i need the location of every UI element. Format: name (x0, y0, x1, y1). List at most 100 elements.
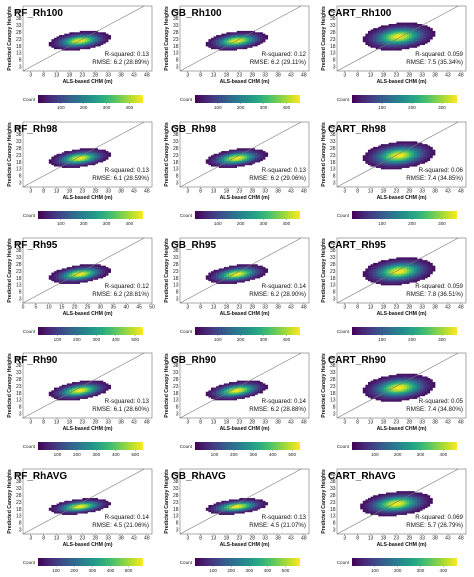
density-cell (244, 46, 248, 48)
density-cell (241, 390, 245, 393)
y-tick-label: 28 (173, 30, 179, 36)
density-cell (375, 148, 379, 150)
density-cell (365, 268, 369, 271)
density-cell (370, 500, 374, 503)
density-cell (74, 44, 78, 47)
density-cell (391, 268, 395, 271)
density-cell (424, 379, 428, 381)
density-cell (380, 279, 384, 282)
density-cell (252, 44, 256, 47)
density-cell (388, 278, 392, 280)
density-cell (380, 513, 384, 515)
density-cell (97, 269, 101, 272)
density-cell (429, 155, 433, 157)
density-cell (388, 500, 392, 503)
density-cell (64, 271, 68, 273)
density-cell (74, 394, 78, 397)
density-cell (74, 280, 78, 283)
density-cell (424, 159, 428, 162)
density-cell (56, 44, 60, 47)
density-cell (383, 40, 387, 43)
density-cell (396, 397, 400, 399)
density-cell (102, 382, 106, 384)
density-cell (396, 268, 400, 271)
density-cell (396, 499, 400, 502)
density-cell (414, 280, 418, 283)
density-cell (411, 503, 415, 506)
density-cell (223, 47, 227, 50)
density-cell (419, 379, 423, 381)
density-cell (404, 393, 407, 395)
density-cell (419, 383, 423, 386)
density-cell (61, 278, 65, 280)
density-cell (66, 153, 70, 156)
density-cell (231, 153, 235, 156)
density-cell (414, 257, 418, 260)
density-cell (64, 268, 68, 271)
density-cell (244, 269, 248, 272)
density-cell (373, 264, 376, 266)
density-cell (398, 498, 402, 500)
density-cell (259, 384, 263, 387)
density-cell (72, 153, 75, 156)
density-cell (398, 40, 402, 43)
density-cell (53, 47, 57, 50)
density-cell (72, 500, 75, 503)
density-cell (51, 276, 55, 279)
density-cell (419, 390, 423, 393)
density-cell (92, 504, 96, 507)
colorbar-tick-label: 200 (408, 221, 416, 226)
density-cell (409, 495, 413, 497)
density-cell (61, 44, 65, 47)
density-cell (236, 36, 240, 39)
density-cell (244, 504, 248, 507)
density-cell (239, 380, 243, 383)
colorbar-tick-label: 300 (103, 105, 111, 110)
x-tick-label: 38 (432, 420, 438, 426)
density-cell (378, 160, 382, 163)
density-cell (373, 155, 376, 157)
density-cell (234, 32, 238, 34)
density-cell (92, 386, 96, 388)
density-cell (208, 507, 212, 510)
density-cell (409, 22, 413, 25)
density-cell (74, 152, 78, 155)
density-cell (429, 382, 433, 384)
density-cell (429, 269, 433, 272)
density-cell (231, 149, 235, 152)
density-cell (53, 156, 57, 159)
density-cell (388, 391, 392, 394)
density-cell (391, 167, 395, 170)
density-cell (249, 388, 253, 391)
density-cell (365, 504, 369, 507)
density-cell (231, 265, 235, 268)
density-cell (216, 47, 219, 50)
x-tick-label: 43 (288, 73, 294, 79)
density-cell (398, 155, 402, 157)
density-cell (370, 157, 374, 160)
density-cell (79, 394, 83, 397)
density-cell (373, 33, 376, 36)
density-cell (378, 26, 382, 29)
density-cell (362, 275, 366, 278)
density-cell (404, 166, 407, 168)
density-cell (401, 29, 405, 32)
density-cell (388, 376, 392, 379)
density-cell (409, 265, 413, 268)
density-cell (414, 390, 418, 393)
x-tick-label: 8 (356, 420, 359, 426)
density-cell (398, 261, 402, 264)
density-cell (396, 152, 400, 155)
density-cell (367, 271, 371, 273)
density-cell (257, 160, 261, 163)
density-cell (59, 387, 62, 390)
density-cell (409, 155, 413, 157)
density-cell (396, 503, 400, 506)
density-cell (391, 269, 395, 272)
density-cell (95, 388, 99, 391)
density-cell (393, 148, 397, 150)
density-cell (216, 276, 219, 279)
y-axis-label: Predicted Canopy Heights (7, 469, 13, 534)
density-cell (429, 268, 433, 271)
density-cell (383, 496, 387, 499)
